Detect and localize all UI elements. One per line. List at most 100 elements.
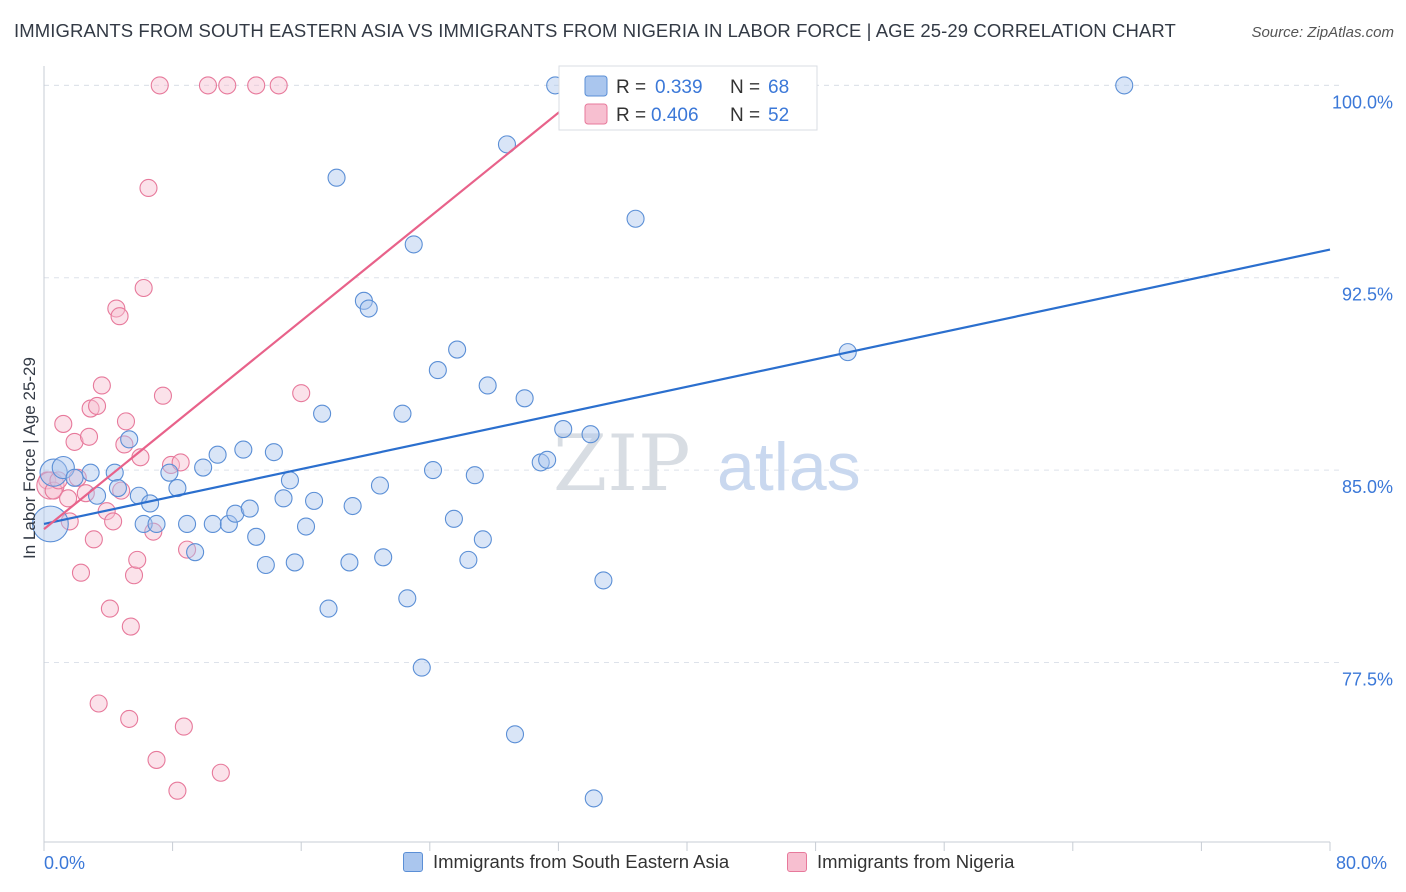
watermark-atlas: atlas	[717, 429, 861, 505]
legend-r-value-pink: 0.406	[651, 105, 699, 126]
legend-r-value-blue: 0.339	[655, 77, 703, 98]
watermark-zip: ZIP	[553, 419, 691, 509]
data-point-blue	[473, 530, 492, 549]
data-point-blue	[51, 455, 75, 480]
x-tick-label-min: 0.0%	[44, 853, 85, 873]
x-tick-labels: 0.0% 80.0%	[44, 853, 1387, 873]
bottom-legend-label-pink: Immigrants from Nigeria	[817, 851, 1015, 872]
data-point-blue	[296, 517, 316, 536]
bottom-legend: Immigrants from South Eastern Asia Immig…	[0, 851, 1406, 877]
data-point-pink	[211, 763, 230, 782]
data-point-pink	[65, 432, 84, 451]
data-point-blue	[194, 458, 213, 477]
data-point-pink	[104, 512, 123, 531]
data-point-blue	[81, 463, 100, 482]
data-point-blue	[208, 445, 227, 464]
data-point-pink	[292, 384, 311, 403]
y-tick-label: 85.0%	[1342, 477, 1393, 497]
data-point-pink	[87, 396, 107, 416]
legend-n-value-pink: 52	[768, 105, 789, 126]
data-point-pink	[174, 717, 193, 736]
data-point-blue	[313, 404, 332, 423]
data-point-pink	[147, 750, 166, 769]
data-point-blue	[108, 479, 127, 498]
data-point-pink	[168, 781, 187, 800]
data-point-blue	[186, 543, 205, 562]
legend-n-label-blue: N =	[730, 77, 760, 98]
y-tick-label: 92.5%	[1342, 285, 1393, 305]
data-point-pink	[89, 694, 108, 713]
data-point-blue	[134, 514, 153, 534]
data-point-blue	[305, 491, 324, 510]
data-point-blue	[423, 461, 443, 480]
data-point-blue	[584, 789, 603, 808]
trend-line-blue	[43, 248, 1331, 526]
data-point-pink	[100, 599, 119, 618]
data-point-blue	[327, 168, 346, 187]
legend-box: R = 0.339 N = 68 R = 0.406 N = 52	[558, 65, 818, 131]
y-tick-label: 100.0%	[1332, 92, 1393, 112]
data-point-blue	[581, 425, 600, 444]
data-point-blue	[219, 514, 238, 534]
data-point-blue	[393, 404, 412, 423]
data-point-blue	[240, 499, 259, 518]
data-point-blue	[178, 514, 197, 534]
data-point-pink	[116, 412, 136, 431]
data-point-blue	[203, 514, 222, 534]
bottom-legend-item-blue[interactable]: Immigrants from South Eastern Asia	[403, 851, 729, 873]
data-point-pink	[112, 481, 131, 500]
data-point-pink	[218, 76, 237, 95]
data-point-blue	[160, 463, 179, 482]
data-point-blue	[256, 555, 275, 575]
data-point-blue	[404, 235, 423, 254]
y-tick-labels: 100.0% 92.5% 85.0% 77.5%	[1332, 92, 1393, 689]
axes	[43, 66, 1331, 851]
chart-title: IMMIGRANTS FROM SOUTH EASTERN ASIA VS IM…	[14, 20, 1176, 41]
data-point-pink	[79, 427, 99, 446]
series-nigeria	[36, 76, 311, 800]
data-point-pink	[110, 307, 129, 326]
gridlines	[44, 84, 1340, 663]
y-axis-label: In Labor Force | Age 25-29	[20, 357, 39, 559]
data-point-blue	[448, 340, 467, 359]
bottom-legend-label-blue: Immigrants from South Eastern Asia	[433, 851, 730, 872]
data-point-blue	[594, 571, 613, 590]
data-point-blue	[444, 509, 463, 528]
data-point-pink	[124, 566, 144, 585]
data-point-blue	[497, 135, 517, 154]
legend-n-label-pink: N =	[730, 105, 760, 126]
data-point-blue	[538, 450, 557, 469]
data-point-blue	[65, 468, 84, 487]
data-point-blue	[247, 527, 266, 546]
data-point-pink	[92, 376, 111, 395]
data-point-blue	[147, 514, 166, 534]
data-point-pink	[171, 453, 190, 472]
legend-r-label-blue: R =	[616, 77, 646, 98]
data-point-blue	[412, 658, 431, 677]
data-point-blue	[459, 550, 478, 569]
data-point-pink	[44, 481, 63, 500]
bottom-legend-swatch-blue	[403, 852, 423, 872]
data-point-blue	[340, 553, 359, 572]
data-point-blue	[478, 376, 497, 395]
legend-r-label-pink: R =	[616, 105, 646, 126]
data-point-pink	[247, 76, 266, 95]
data-point-blue	[359, 299, 378, 318]
bottom-legend-item-pink[interactable]: Immigrants from Nigeria	[787, 851, 1014, 873]
data-point-blue	[374, 548, 393, 567]
data-point-pink	[128, 550, 147, 569]
data-point-blue	[319, 599, 338, 618]
data-point-pink	[269, 76, 288, 95]
data-point-blue	[515, 389, 534, 408]
data-point-blue	[274, 489, 293, 508]
data-point-blue	[280, 471, 299, 490]
data-point-blue	[554, 420, 573, 439]
data-point-blue	[465, 466, 484, 485]
data-point-pink	[121, 617, 140, 636]
legend-swatch-pink	[584, 103, 608, 125]
trend-lines	[43, 81, 1331, 530]
data-point-pink	[71, 563, 91, 582]
data-point-blue	[398, 589, 417, 608]
data-point-pink	[115, 435, 134, 454]
legend-swatch-blue	[584, 75, 608, 97]
